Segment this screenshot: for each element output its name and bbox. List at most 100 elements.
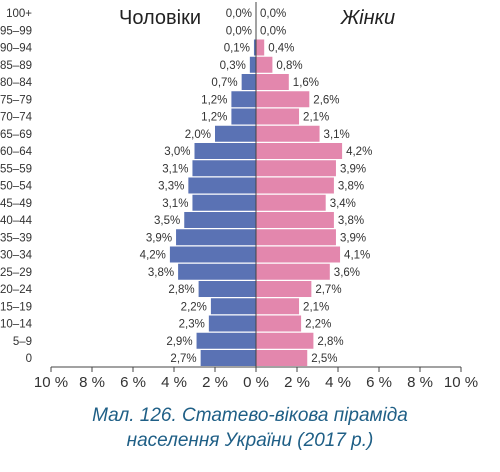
women-value-label-7: 3,1% [324, 129, 350, 141]
men-value-label-17: 2,2% [181, 301, 207, 313]
age-label-11: 45–49 [0, 198, 32, 210]
women-value-label-4: 1,6% [293, 77, 319, 89]
men-bar-18 [208, 315, 256, 332]
x-tick-label-0: 10 % [34, 374, 68, 391]
women-bar-11 [256, 194, 326, 211]
age-label-18: 10–14 [0, 319, 33, 331]
women-bar-20 [256, 350, 308, 366]
men-bar-20 [200, 350, 256, 366]
x-tick-label-8: 6 % [366, 374, 392, 391]
population-pyramid-chart: 100+ 0,0% 0,0% 95–99 0,0% 0,0% 90–94 0,1% 0,4% 85… [0, 2, 478, 391]
age-label-7: 65–69 [0, 129, 32, 141]
women-value-label-1: 0,0% [260, 25, 286, 37]
women-value-label-13: 3,9% [340, 232, 366, 244]
men-value-label-13: 3,9% [146, 232, 172, 244]
women-bar-10 [256, 177, 334, 194]
men-bar-7 [215, 125, 256, 142]
men-bar-14 [169, 246, 256, 263]
x-tick-label-10: 10 % [444, 374, 478, 391]
women-value-label-9: 3,9% [340, 163, 366, 175]
women-bar-17 [256, 298, 300, 315]
men-bar-15 [178, 263, 256, 280]
age-label-6: 70–74 [0, 112, 33, 124]
men-bar-12 [184, 212, 256, 228]
x-tick-label-2: 6 % [120, 374, 146, 391]
men-bar-16 [198, 281, 256, 297]
men-value-label-16: 2,8% [168, 284, 194, 296]
women-bar-14 [256, 246, 341, 263]
men-value-label-2: 0,1% [224, 43, 250, 55]
men-bar-10 [188, 177, 256, 194]
women-value-label-17: 2,1% [303, 301, 329, 313]
women-value-label-10: 3,8% [338, 181, 364, 193]
age-label-14: 30–34 [0, 250, 33, 262]
legend-men: Чоловіки [119, 7, 201, 29]
age-label-0: 100+ [6, 8, 32, 20]
women-value-label-8: 4,2% [346, 146, 372, 158]
men-value-label-3: 0,3% [220, 60, 246, 72]
x-tick-label-4: 2 % [202, 374, 228, 391]
age-label-1: 95–99 [0, 25, 32, 37]
men-value-label-15: 3,8% [148, 267, 174, 279]
women-bar-2 [256, 39, 265, 56]
men-value-label-20: 2,7% [170, 353, 196, 365]
women-value-label-18: 2,2% [305, 319, 331, 331]
x-tick-label-7: 4 % [325, 374, 351, 391]
women-value-label-0: 0,0% [260, 8, 286, 20]
age-label-10: 50–54 [0, 181, 33, 193]
age-label-15: 25–29 [0, 267, 32, 279]
men-bar-3 [249, 56, 256, 73]
age-label-2: 90–94 [0, 43, 33, 55]
women-bar-3 [256, 56, 273, 73]
men-value-label-5: 1,2% [201, 94, 227, 106]
x-tick-label-6: 2 % [284, 374, 310, 391]
men-value-label-19: 2,9% [166, 336, 192, 348]
women-bar-16 [256, 281, 312, 297]
x-tick-label-3: 4 % [161, 374, 187, 391]
men-bar-6 [231, 108, 256, 125]
women-value-label-20: 2,5% [311, 353, 337, 365]
women-value-label-16: 2,7% [315, 284, 341, 296]
men-value-label-7: 2,0% [185, 129, 211, 141]
men-value-label-10: 3,3% [158, 181, 184, 193]
men-bar-9 [192, 160, 256, 177]
men-value-label-18: 2,3% [179, 319, 205, 331]
women-bar-18 [256, 315, 302, 332]
women-value-label-12: 3,8% [338, 215, 364, 227]
men-bar-4 [241, 74, 256, 90]
men-value-label-14: 4,2% [140, 250, 166, 262]
age-label-4: 80–84 [0, 77, 33, 89]
women-value-label-15: 3,6% [334, 267, 360, 279]
men-value-label-8: 3,0% [164, 146, 190, 158]
x-tick-label-5: 0 % [243, 374, 269, 391]
women-value-label-19: 2,8% [317, 336, 343, 348]
women-bar-8 [256, 143, 343, 159]
women-bar-19 [256, 332, 314, 349]
x-tick-label-1: 8 % [79, 374, 105, 391]
men-value-label-9: 3,1% [162, 163, 188, 175]
age-label-20: 0 [26, 353, 32, 365]
men-value-label-1: 0,0% [226, 25, 252, 37]
women-bar-4 [256, 74, 289, 90]
women-bar-7 [256, 125, 320, 142]
age-label-17: 15–19 [0, 301, 32, 313]
age-label-8: 60–64 [0, 146, 33, 158]
figure-caption-line-1: Мал. 126. Статево-вікова піраміда [92, 405, 408, 426]
men-bar-19 [196, 332, 256, 349]
age-label-5: 75–79 [0, 94, 32, 106]
age-label-13: 35–39 [0, 232, 32, 244]
age-label-3: 85–89 [0, 60, 32, 72]
women-value-label-6: 2,1% [303, 112, 329, 124]
x-tick-label-9: 8 % [407, 374, 433, 391]
women-value-label-14: 4,1% [344, 250, 370, 262]
men-value-label-6: 1,2% [201, 112, 227, 124]
age-label-9: 55–59 [0, 163, 32, 175]
age-label-12: 40–44 [0, 215, 33, 227]
figure-caption-line-2: населення України (2017 р.) [126, 430, 374, 451]
women-bar-9 [256, 160, 336, 177]
men-bar-17 [210, 298, 256, 315]
women-bar-5 [256, 91, 310, 108]
men-bar-5 [231, 91, 256, 108]
women-value-label-2: 0,4% [268, 43, 294, 55]
legend-women: Жінки [340, 7, 395, 29]
